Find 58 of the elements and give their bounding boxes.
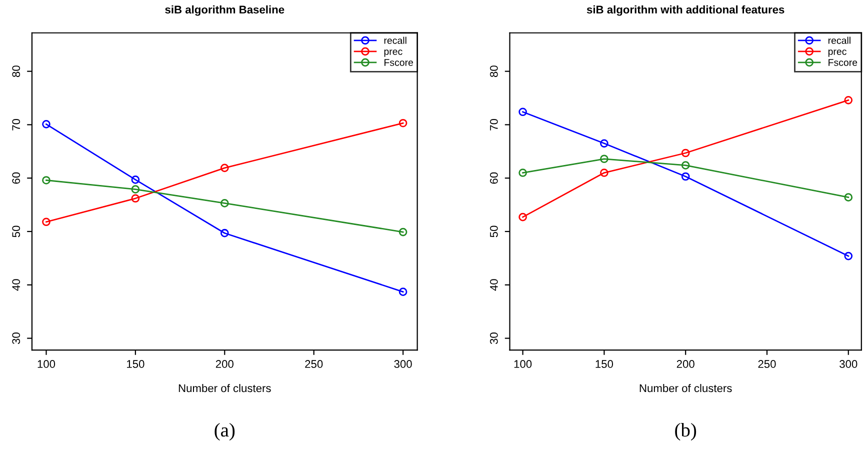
legend-label: recall [828,36,850,44]
point [681,161,690,170]
chart-title: siB algorithm Baseline [165,5,284,16]
y-tick-label: 30 [12,332,20,344]
y-tick-label: 40 [490,279,498,291]
legend-label: prec [384,50,402,57]
point [398,118,408,128]
x-tick-label: 100 [38,360,56,368]
x-tick-label: 300 [840,360,858,368]
x-tick-label: 200 [676,360,694,368]
point [518,108,527,116]
point [600,168,608,177]
x-axis-title: Number of clusters [640,384,732,392]
text: (b) [675,422,696,441]
x-tick-label: 200 [216,360,234,368]
x-tick-label: 250 [305,360,323,368]
x-tick-label: 300 [394,360,412,368]
text: (a) [214,422,235,441]
point [600,154,608,164]
point [131,185,140,194]
point [220,199,229,208]
y-tick-label: 50 [490,226,498,238]
point [518,212,527,222]
legend-label: recall [384,36,406,44]
y-tick-label: 30 [490,332,498,344]
point [220,164,229,172]
point [42,176,50,184]
x-tick-label: 150 [596,360,614,368]
point [398,288,408,296]
y-tick-label: 70 [490,118,498,130]
point [42,218,50,226]
y-tick-label: 70 [12,118,20,130]
point [600,139,608,148]
point [42,120,50,128]
point [844,96,853,104]
x-tick-label: 150 [127,360,144,368]
point [131,194,140,203]
point [398,228,408,236]
y-tick-label: 40 [12,279,20,291]
y-tick-label: 60 [490,172,498,184]
point [844,252,853,260]
y-tick-label: 80 [490,66,498,78]
chart-title: siB algorithm with additional features [586,5,784,16]
x-tick-label: 100 [514,360,532,368]
legend-label: prec [828,50,846,57]
y-tick-label: 60 [12,172,20,184]
point [681,148,690,158]
x-axis-title: Number of clusters [178,384,271,392]
legend-label: Fscore [828,59,858,66]
x-tick-label: 250 [758,360,776,368]
point [518,168,527,177]
point [844,193,853,202]
point [220,228,229,238]
y-tick-label: 80 [12,66,20,78]
legend-label: Fscore [384,59,413,66]
point [131,176,140,184]
y-tick-label: 50 [12,226,20,238]
point [681,172,690,181]
